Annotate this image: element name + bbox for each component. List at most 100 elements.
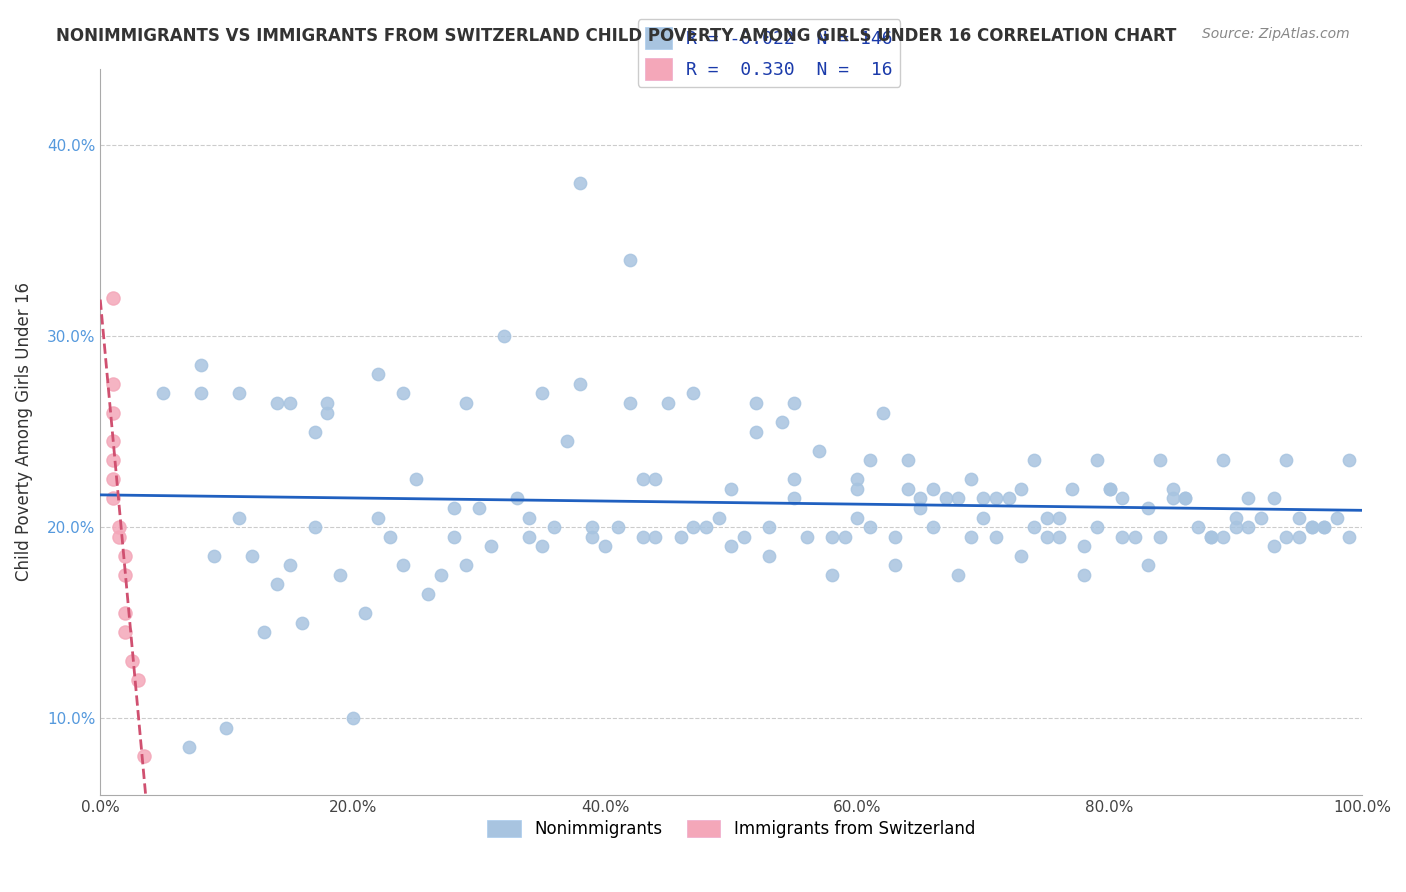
Point <box>631 530 654 544</box>
Point <box>101 376 124 391</box>
Point <box>517 510 540 524</box>
Point <box>1263 491 1285 506</box>
Point <box>190 358 212 372</box>
Point <box>948 491 970 506</box>
Point <box>859 520 882 534</box>
Point <box>1313 520 1336 534</box>
Point <box>733 530 755 544</box>
Point <box>1123 530 1146 544</box>
Point <box>682 386 704 401</box>
Point <box>1288 530 1310 544</box>
Point <box>266 396 288 410</box>
Point <box>127 673 149 687</box>
Point <box>796 530 818 544</box>
Point <box>1288 510 1310 524</box>
Point <box>644 472 666 486</box>
Point <box>997 491 1019 506</box>
Point <box>134 749 156 764</box>
Point <box>745 425 768 439</box>
Point <box>1339 453 1361 467</box>
Point <box>108 530 131 544</box>
Point <box>1010 482 1032 496</box>
Legend: Nonimmigrants, Immigrants from Switzerland: Nonimmigrants, Immigrants from Switzerla… <box>481 813 981 845</box>
Point <box>1073 539 1095 553</box>
Point <box>1199 530 1222 544</box>
Point <box>1149 530 1171 544</box>
Point <box>443 501 465 516</box>
Point <box>1161 482 1184 496</box>
Point <box>108 520 131 534</box>
Point <box>342 711 364 725</box>
Point <box>1111 491 1133 506</box>
Point <box>695 520 717 534</box>
Point <box>101 405 124 419</box>
Point <box>745 396 768 410</box>
Point <box>1225 510 1247 524</box>
Point <box>846 472 869 486</box>
Point <box>783 396 806 410</box>
Point <box>581 520 603 534</box>
Point <box>101 291 124 305</box>
Point <box>960 472 983 486</box>
Point <box>657 396 679 410</box>
Point <box>846 510 869 524</box>
Point <box>202 549 225 563</box>
Point <box>228 386 250 401</box>
Point <box>1187 520 1209 534</box>
Point <box>443 530 465 544</box>
Point <box>101 434 124 449</box>
Point <box>821 530 844 544</box>
Point <box>1199 530 1222 544</box>
Point <box>114 606 136 620</box>
Point <box>1085 520 1108 534</box>
Point <box>456 396 478 410</box>
Point <box>228 510 250 524</box>
Point <box>1250 510 1272 524</box>
Text: Source: ZipAtlas.com: Source: ZipAtlas.com <box>1202 27 1350 41</box>
Point <box>1047 530 1070 544</box>
Point <box>922 520 945 534</box>
Point <box>1326 510 1348 524</box>
Point <box>1035 530 1057 544</box>
Point <box>354 606 377 620</box>
Point <box>1010 549 1032 563</box>
Point <box>669 530 692 544</box>
Point <box>380 530 402 544</box>
Point <box>266 577 288 591</box>
Point <box>758 549 780 563</box>
Point <box>770 415 793 429</box>
Point <box>1212 453 1234 467</box>
Point <box>392 386 415 401</box>
Point <box>1060 482 1083 496</box>
Point <box>897 453 920 467</box>
Point <box>543 520 565 534</box>
Point <box>984 530 1007 544</box>
Point <box>329 568 352 582</box>
Point <box>1098 482 1121 496</box>
Point <box>468 501 491 516</box>
Point <box>479 539 502 553</box>
Point <box>1301 520 1323 534</box>
Point <box>1098 482 1121 496</box>
Point <box>1301 520 1323 534</box>
Point <box>644 530 666 544</box>
Point <box>758 520 780 534</box>
Point <box>418 587 440 601</box>
Point <box>897 482 920 496</box>
Point <box>872 405 894 419</box>
Point <box>1174 491 1197 506</box>
Point <box>316 396 339 410</box>
Point <box>304 425 326 439</box>
Point <box>1136 558 1159 573</box>
Point <box>783 491 806 506</box>
Point <box>1073 568 1095 582</box>
Point <box>1212 530 1234 544</box>
Point <box>783 472 806 486</box>
Point <box>1111 530 1133 544</box>
Point <box>935 491 957 506</box>
Point <box>517 530 540 544</box>
Point <box>619 252 641 267</box>
Point <box>619 396 641 410</box>
Point <box>492 329 515 343</box>
Point <box>101 491 124 506</box>
